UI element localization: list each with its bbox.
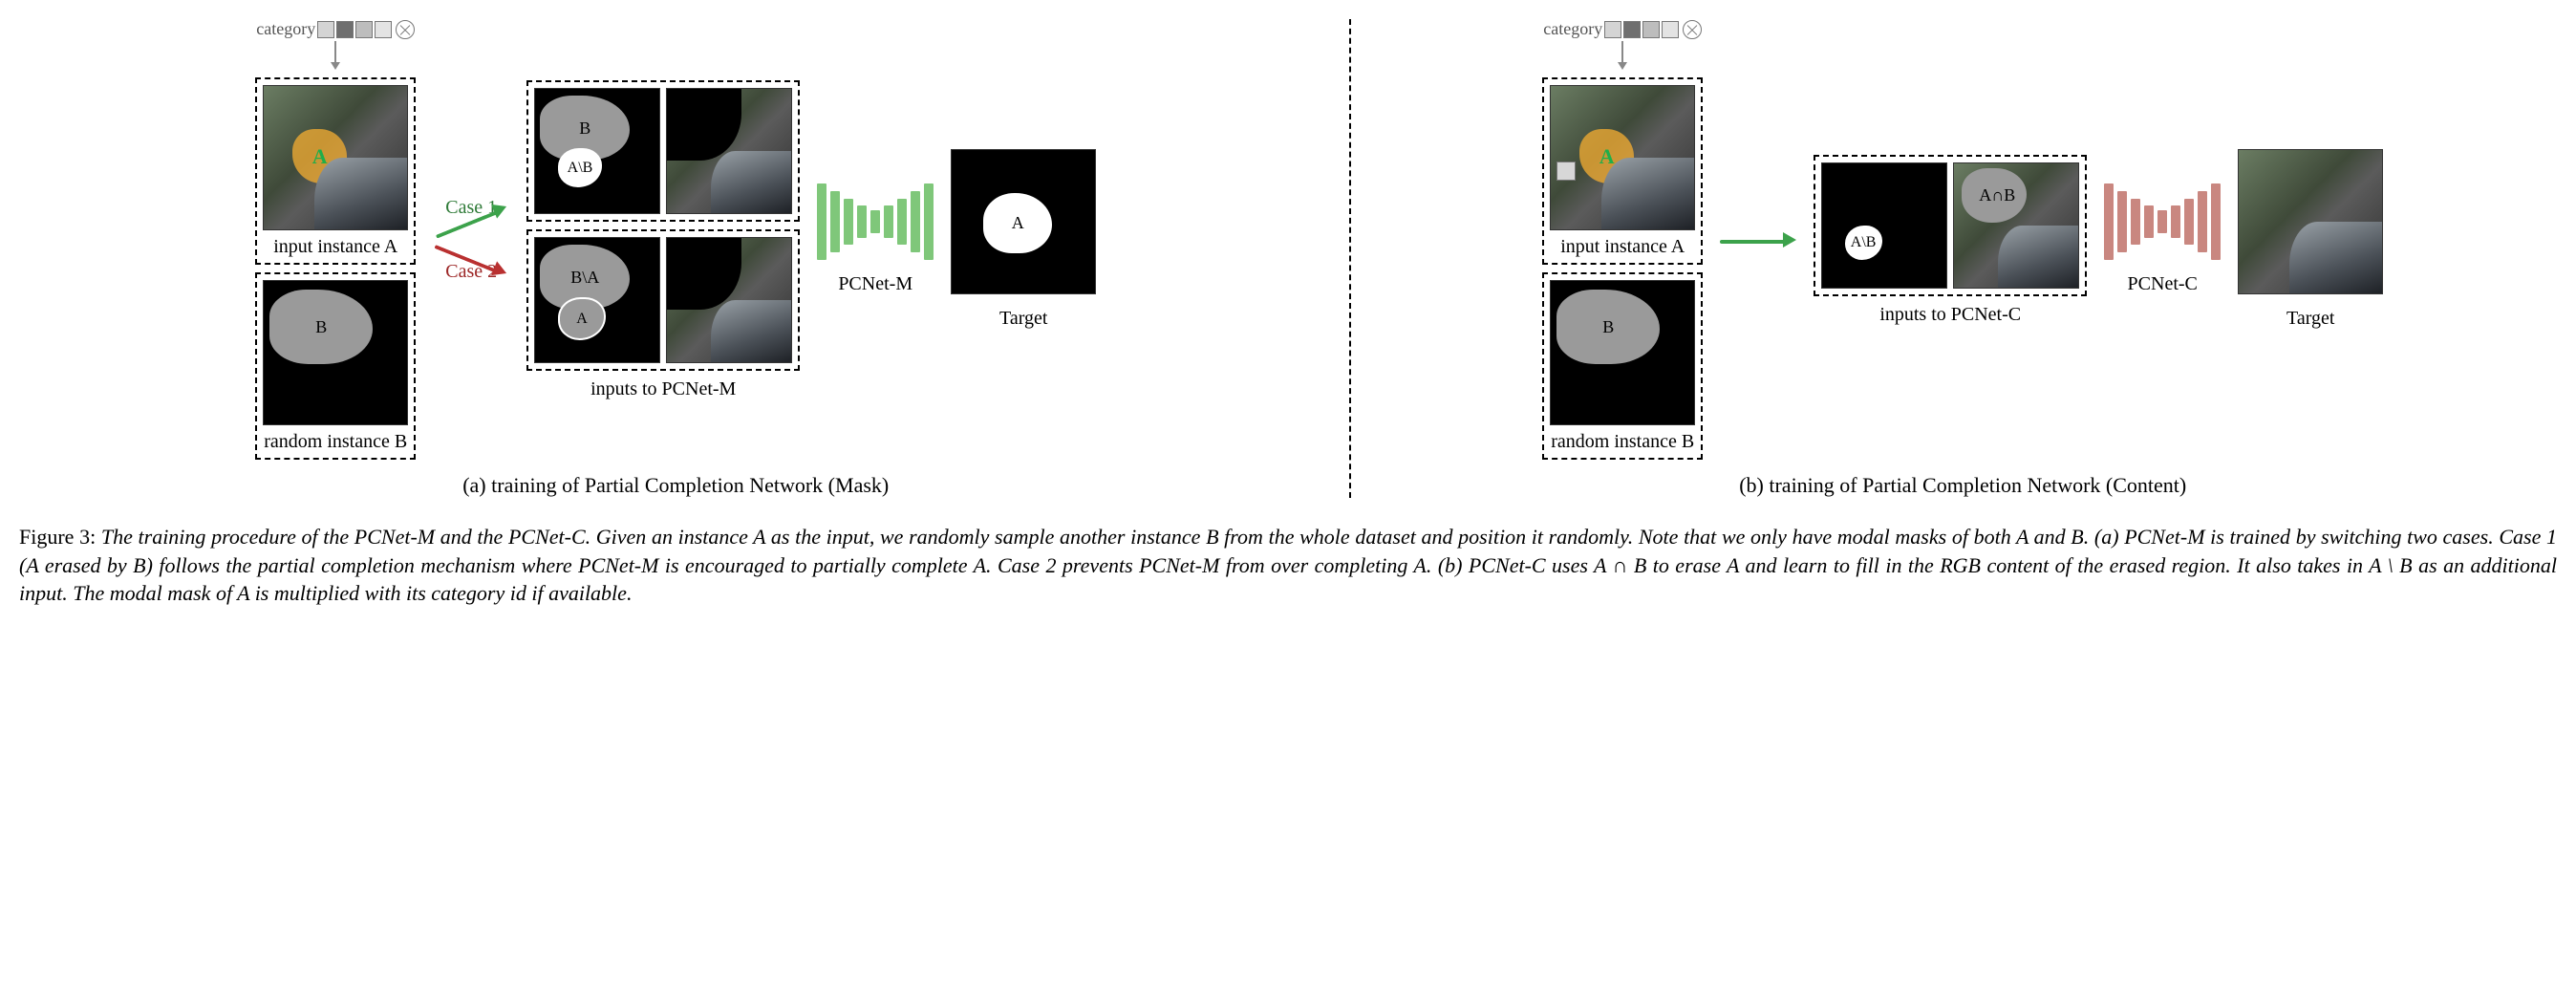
pcnetm-inputs-label: inputs to PCNet-M <box>590 378 736 399</box>
caption-lead: Figure 3: <box>19 525 96 549</box>
pcnetc-inputs-box: A\B A∩B <box>1814 155 2087 296</box>
pcnetm-net-col: PCNet-M <box>817 183 934 295</box>
random-instance-b-box: B random instance B <box>255 272 416 460</box>
panel-b-inputs-col: category A <box>1542 19 1703 460</box>
category-strip-a: category <box>256 19 415 70</box>
pcnetc-net-icon <box>2104 183 2221 260</box>
swatch-icon <box>1623 21 1641 38</box>
pcnetm-target-tile: A <box>951 149 1096 294</box>
pcnetm-net-icon <box>817 183 934 260</box>
swatch-icon <box>375 21 392 38</box>
random-instance-b-label: random instance B <box>264 431 407 452</box>
figure-3: category A <box>19 19 2557 608</box>
small-square-icon <box>1556 162 1576 181</box>
swatch-icon <box>336 21 354 38</box>
panel-b-subcaption: (b) training of Partial Completion Netwo… <box>1739 473 2186 498</box>
pcnetc-inputs-label: inputs to PCNet-C <box>1879 304 2021 325</box>
case-arrows-col: Case 1 Case 2 <box>433 197 509 283</box>
pcnetm-net-label: PCNet-M <box>838 273 912 295</box>
panel-a-inputs-col: category A <box>255 19 416 460</box>
input-instance-a-label: input instance A <box>273 236 397 257</box>
panel-a-subcaption: (a) training of Partial Completion Netwo… <box>462 473 889 498</box>
case1-photo-tile <box>666 88 792 214</box>
caption-body: The training procedure of the PCNet-M an… <box>19 525 2557 605</box>
category-strip-b: category <box>1543 19 1702 70</box>
case2-photo-tile <box>666 237 792 363</box>
overlay-a-shape: A <box>292 129 347 183</box>
input-instance-a-label-b: input instance A <box>1560 236 1685 257</box>
swatch-icon <box>1642 21 1660 38</box>
random-instance-b-box-b: B random instance B <box>1542 272 1703 460</box>
panel-b-content: category A <box>1542 19 2383 460</box>
panel-divider <box>1349 19 1351 498</box>
category-label: category <box>256 19 315 39</box>
swatch-icon <box>1604 21 1621 38</box>
random-instance-b-mask: B <box>263 280 408 425</box>
pcnetc-target-label: Target <box>2286 308 2334 330</box>
case1-inputs-box: B A\B <box>526 80 800 222</box>
case1-mask-bottom: A\B <box>558 148 603 188</box>
input-instance-a-box: A input instance A <box>255 77 416 265</box>
swatch-icon <box>355 21 373 38</box>
pcnetc-input-mask: A\B <box>1821 162 1947 289</box>
random-instance-b-label-b: random instance B <box>1551 431 1694 452</box>
pcnetc-input-mask-white: A\B <box>1845 226 1882 260</box>
case1-mask-tile: B A\B <box>534 88 660 214</box>
input-instance-a-photo-b: A <box>1550 85 1695 230</box>
pcnetc-target-col: Target <box>2238 149 2383 330</box>
pcnetm-target-label: Target <box>999 308 1047 330</box>
panel-b: category A <box>1368 19 2557 498</box>
swatch-icon <box>1662 21 1679 38</box>
case2-inputs-box: B\A A <box>526 229 800 371</box>
pcnetm-inputs-col: B A\B B\A A inputs to PCNet-M <box>526 80 800 399</box>
input-instance-a-box-b: A input instance A <box>1542 77 1703 265</box>
pcnetc-input-photo-overlay: A∩B <box>1979 185 2015 205</box>
pcnetm-target-A: A <box>983 193 1052 253</box>
panel-a-content: category A <box>255 19 1096 460</box>
panels-row: category A <box>19 19 2557 498</box>
case2-mask-tile: B\A A <box>534 237 660 363</box>
case2-label: Case 2 <box>445 261 497 283</box>
pcnetc-inputs-col: A\B A∩B inputs to PCNet-C <box>1814 155 2087 325</box>
swatch-icon <box>317 21 334 38</box>
pcnetc-net-col: PCNet-C <box>2104 183 2221 295</box>
overlay-a-shape-b: A <box>1579 129 1634 183</box>
case2-mask-bottom: A <box>558 297 607 341</box>
input-instance-a-photo: A <box>263 85 408 230</box>
category-label: category <box>1543 19 1602 39</box>
pcnetc-target-tile <box>2238 149 2383 294</box>
multiply-icon <box>396 20 415 39</box>
blob-b-shape-b: B <box>1556 290 1660 364</box>
pcnetc-net-label: PCNet-C <box>2128 273 2198 295</box>
panel-a: category A <box>19 19 1332 498</box>
pcnetm-target-col: A Target <box>951 149 1096 330</box>
figure-caption: Figure 3: The training procedure of the … <box>19 523 2557 608</box>
blob-b-shape: B <box>269 290 373 364</box>
pcnetc-input-photo: A∩B <box>1953 162 2079 289</box>
random-instance-b-mask-b: B <box>1550 280 1695 425</box>
multiply-icon <box>1683 20 1702 39</box>
